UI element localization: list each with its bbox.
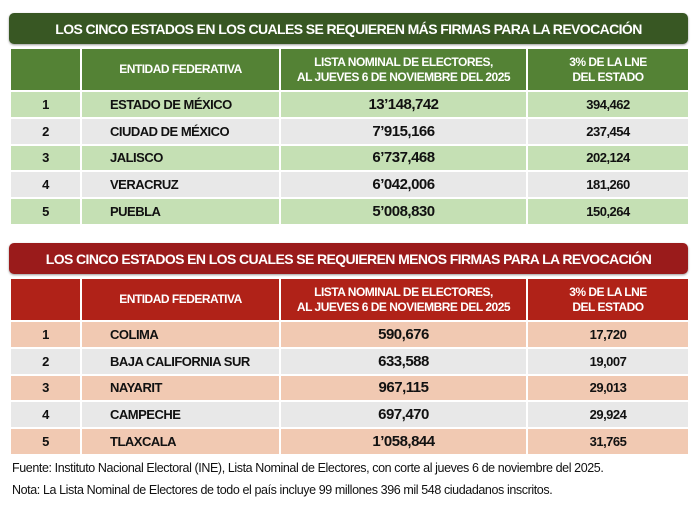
state-cell: JALISCO xyxy=(80,143,281,173)
column-header: ENTIDAD FEDERATIVA xyxy=(80,277,281,322)
state-cell: NAYARIT xyxy=(80,373,281,403)
bottom-table-title: LOS CINCO ESTADOS EN LOS CUALES SE REQUI… xyxy=(9,243,688,274)
header-row: ENTIDAD FEDERATIVA LISTA NOMINAL DE ELECT… xyxy=(9,277,690,322)
three-percent-cell: 181,260 xyxy=(526,170,690,200)
three-percent-cell: 17,720 xyxy=(526,320,690,349)
table-row: 1 ESTADO DE MÉXICO 13’148,742 394,462 xyxy=(9,90,690,119)
column-header: LISTA NOMINAL DE ELECTORES, AL JUEVES 6 … xyxy=(279,47,528,92)
three-percent-cell: 202,124 xyxy=(526,143,690,173)
nominal-list-cell: 1’058,844 xyxy=(279,427,528,456)
rank-cell: 5 xyxy=(9,427,82,456)
three-percent-cell: 31,765 xyxy=(526,427,690,456)
table-row: 2 CIUDAD DE MÉXICO 7’915,166 237,454 xyxy=(9,116,690,146)
state-cell: CIUDAD DE MÉXICO xyxy=(80,116,281,146)
column-header: LISTA NOMINAL DE ELECTORES, AL JUEVES 6 … xyxy=(279,277,528,322)
state-cell: ESTADO DE MÉXICO xyxy=(80,90,281,119)
rank-cell: 4 xyxy=(9,170,82,200)
table-row: 2 BAJA CALIFORNIA SUR 633,588 19,007 xyxy=(9,346,690,376)
rank-cell: 1 xyxy=(9,90,82,119)
column-header: ENTIDAD FEDERATIVA xyxy=(80,47,281,92)
nominal-list-cell: 967,115 xyxy=(279,373,528,403)
state-cell: BAJA CALIFORNIA SUR xyxy=(80,346,281,376)
nominal-list-cell: 13’148,742 xyxy=(279,90,528,119)
state-cell: PUEBLA xyxy=(80,197,281,226)
state-cell: CAMPECHE xyxy=(80,400,281,430)
state-cell: TLAXCALA xyxy=(80,427,281,456)
table-row: 3 NAYARIT 967,115 29,013 xyxy=(9,373,690,403)
three-percent-cell: 19,007 xyxy=(526,346,690,376)
table-row: 5 TLAXCALA 1’058,844 31,765 xyxy=(9,427,690,456)
column-header: 3% DE LA LNE DEL ESTADO xyxy=(526,277,690,322)
column-header xyxy=(9,277,82,322)
nominal-list-cell: 6’042,006 xyxy=(279,170,528,200)
footnote: Nota: La Lista Nominal de Electores de t… xyxy=(12,483,553,497)
rank-cell: 2 xyxy=(9,346,82,376)
header-row: ENTIDAD FEDERATIVA LISTA NOMINAL DE ELECT… xyxy=(9,47,690,92)
nominal-list-cell: 633,588 xyxy=(279,346,528,376)
nominal-list-cell: 590,676 xyxy=(279,320,528,349)
table-row: 4 VERACRUZ 6’042,006 181,260 xyxy=(9,170,690,200)
top-table-title: LOS CINCO ESTADOS EN LOS CUALES SE REQUI… xyxy=(9,13,688,44)
three-percent-cell: 394,462 xyxy=(526,90,690,119)
rank-cell: 2 xyxy=(9,116,82,146)
table-row: 5 PUEBLA 5’008,830 150,264 xyxy=(9,197,690,226)
column-header: 3% DE LA LNE DEL ESTADO xyxy=(526,47,690,92)
rank-cell: 3 xyxy=(9,373,82,403)
nominal-list-cell: 5’008,830 xyxy=(279,197,528,226)
column-header xyxy=(9,47,82,92)
three-percent-cell: 150,264 xyxy=(526,197,690,226)
top-states-table: ENTIDAD FEDERATIVA LISTA NOMINAL DE ELECT… xyxy=(9,47,690,226)
rank-cell: 4 xyxy=(9,400,82,430)
rank-cell: 1 xyxy=(9,320,82,349)
bottom-states-table: ENTIDAD FEDERATIVA LISTA NOMINAL DE ELECT… xyxy=(9,277,690,456)
state-cell: COLIMA xyxy=(80,320,281,349)
three-percent-cell: 29,924 xyxy=(526,400,690,430)
source-note: Fuente: Instituto Nacional Electoral (IN… xyxy=(12,461,604,475)
nominal-list-cell: 7’915,166 xyxy=(279,116,528,146)
rank-cell: 3 xyxy=(9,143,82,173)
table-row: 1 COLIMA 590,676 17,720 xyxy=(9,320,690,349)
three-percent-cell: 237,454 xyxy=(526,116,690,146)
rank-cell: 5 xyxy=(9,197,82,226)
table-row: 3 JALISCO 6’737,468 202,124 xyxy=(9,143,690,173)
table-row: 4 CAMPECHE 697,470 29,924 xyxy=(9,400,690,430)
three-percent-cell: 29,013 xyxy=(526,373,690,403)
state-cell: VERACRUZ xyxy=(80,170,281,200)
nominal-list-cell: 6’737,468 xyxy=(279,143,528,173)
nominal-list-cell: 697,470 xyxy=(279,400,528,430)
